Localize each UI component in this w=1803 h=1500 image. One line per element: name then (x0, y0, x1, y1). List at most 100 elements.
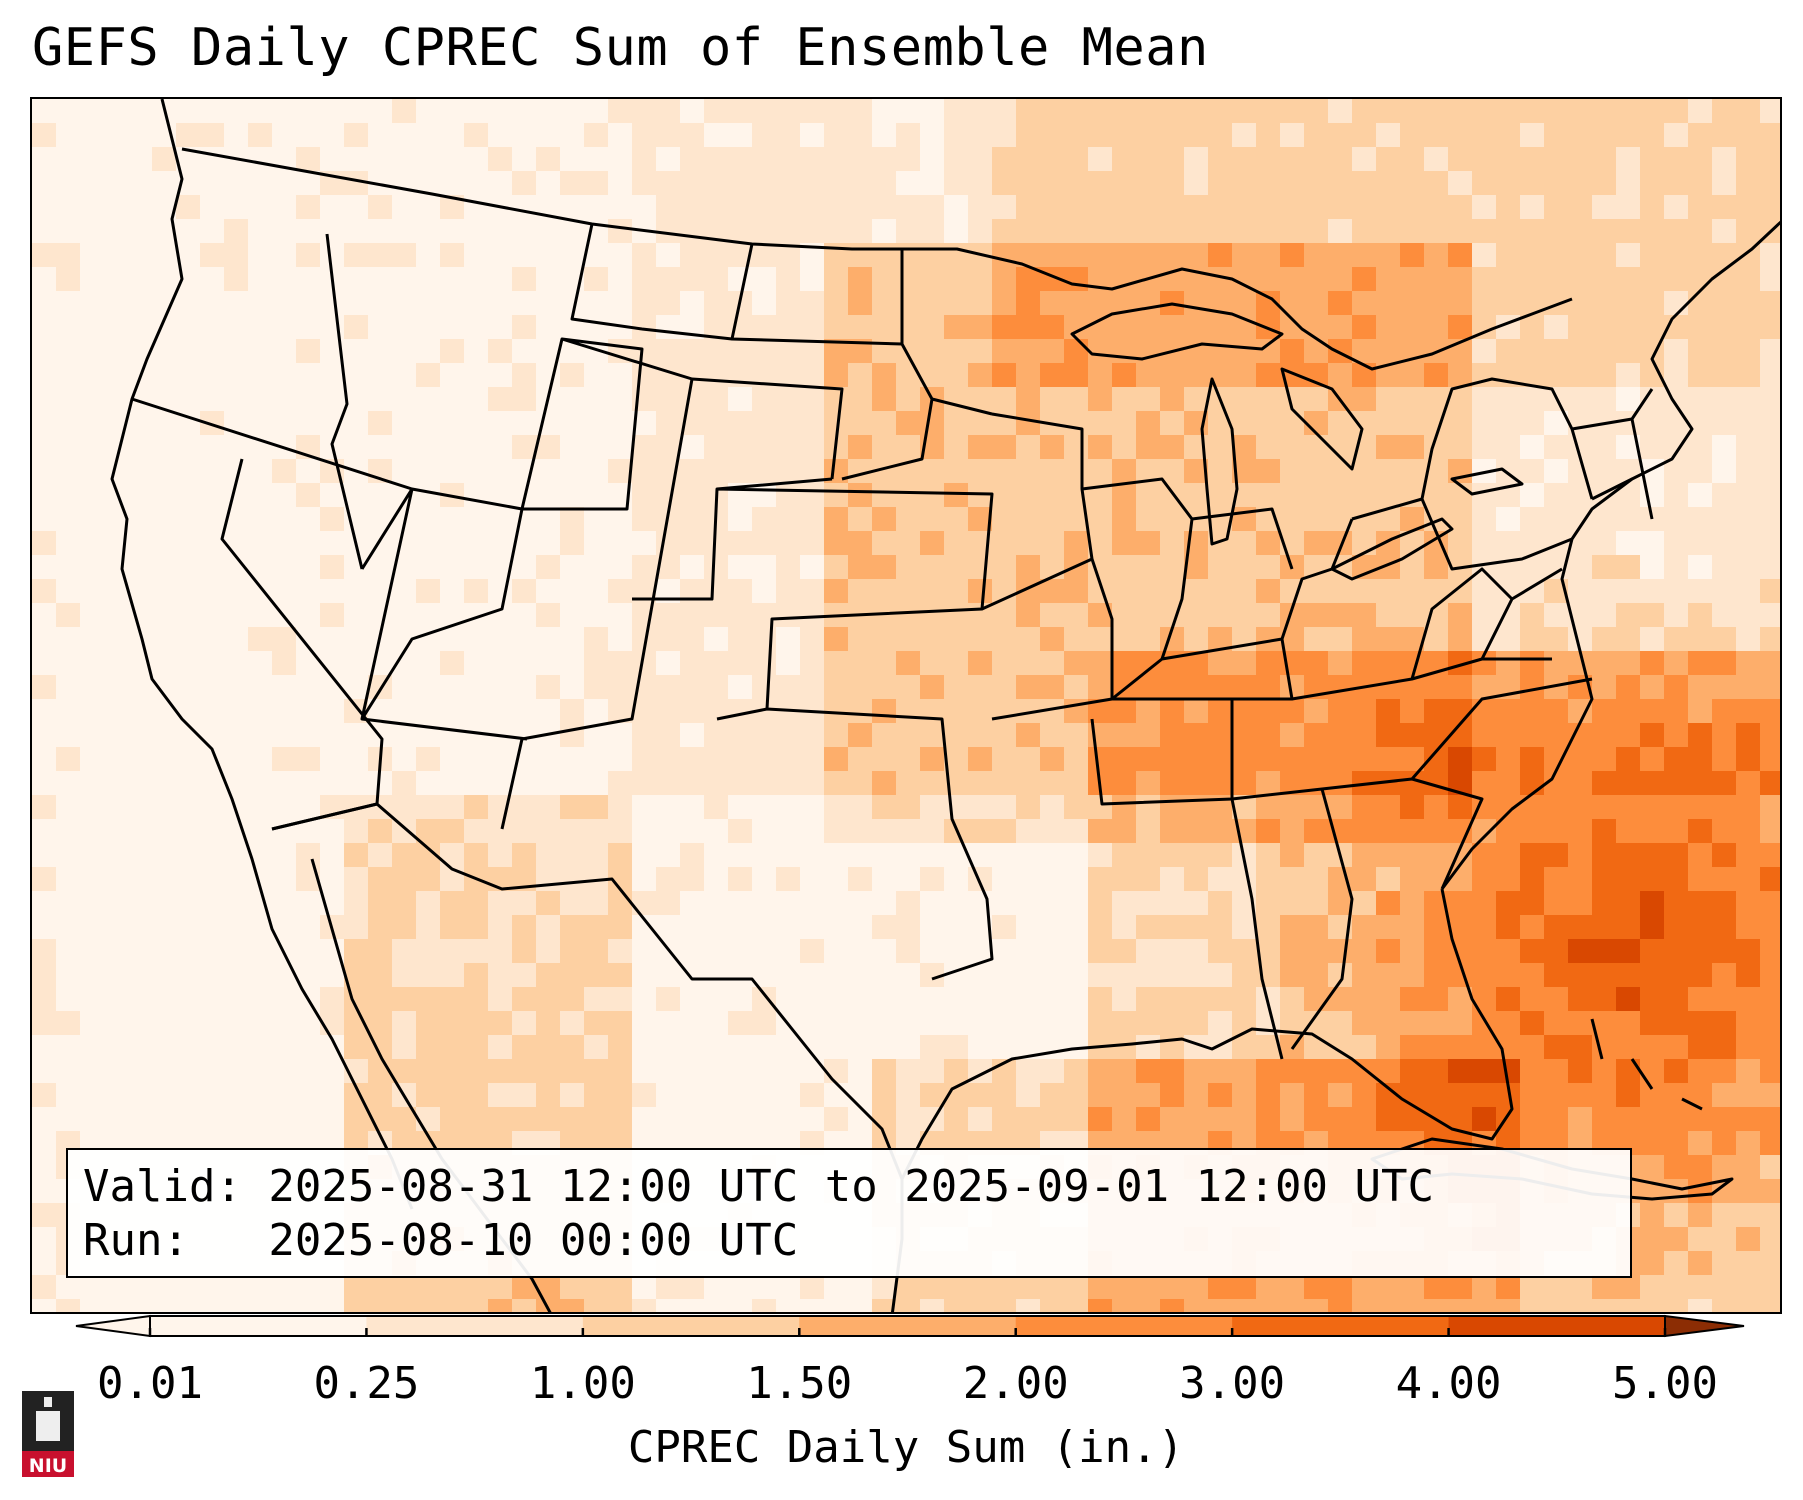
precip-cell (152, 1059, 177, 1084)
precip-cell (1448, 1299, 1473, 1312)
precip-cell (752, 459, 777, 484)
precip-cell (392, 891, 417, 916)
precip-cell (608, 1107, 633, 1132)
precip-cell (1064, 1011, 1089, 1036)
precip-cell (824, 627, 849, 652)
precip-cell (104, 1275, 129, 1300)
precip-cell (1688, 867, 1713, 892)
precip-cell (824, 795, 849, 820)
precip-cell (1712, 723, 1737, 748)
precip-cell (1736, 579, 1761, 604)
precip-cell (1520, 867, 1545, 892)
precip-cell (728, 651, 753, 676)
precip-cell (128, 147, 153, 172)
precip-cell (1160, 915, 1185, 940)
precip-cell (1520, 387, 1545, 412)
precip-cell (1448, 123, 1473, 148)
precip-cell (128, 891, 153, 916)
precip-cell (680, 867, 705, 892)
precip-cell (800, 99, 825, 124)
precip-cell (1160, 99, 1185, 124)
precip-cell (824, 579, 849, 604)
precip-cell (1208, 651, 1233, 676)
precip-cell (1232, 651, 1257, 676)
precip-cell (1448, 531, 1473, 556)
precip-cell (1304, 483, 1329, 508)
precip-cell (680, 531, 705, 556)
precip-cell (392, 1275, 417, 1300)
precip-cell (1400, 411, 1425, 436)
precip-cell (1520, 123, 1545, 148)
precip-cell (1064, 363, 1089, 388)
precip-cell (1304, 315, 1329, 340)
precip-cell (176, 483, 201, 508)
precip-cell (704, 915, 729, 940)
precip-cell (1712, 1059, 1737, 1084)
precip-cell (1520, 1275, 1545, 1300)
precip-cell (536, 771, 561, 796)
precip-cell (680, 483, 705, 508)
precip-cell (1424, 987, 1449, 1012)
precip-cell (416, 987, 441, 1012)
precip-cell (968, 387, 993, 412)
precip-cell (440, 171, 465, 196)
precip-cell (1232, 987, 1257, 1012)
precip-cell (1640, 699, 1665, 724)
precip-cell (920, 123, 945, 148)
precip-cell (752, 1107, 777, 1132)
precip-cell (1712, 867, 1737, 892)
precip-cell (512, 1011, 537, 1036)
precip-cell (416, 459, 441, 484)
precip-cell (1760, 747, 1780, 772)
precip-cell (1160, 195, 1185, 220)
precip-cell (32, 723, 57, 748)
precip-cell (1256, 1275, 1281, 1300)
precip-cell (80, 1083, 105, 1108)
precip-cell (272, 363, 297, 388)
precip-cell (224, 987, 249, 1012)
precip-cell (1016, 603, 1041, 628)
precip-cell (1664, 1227, 1689, 1252)
precip-cell (1712, 1035, 1737, 1060)
precip-cell (1640, 123, 1665, 148)
precip-cell (1232, 123, 1257, 148)
precip-cell (200, 339, 225, 364)
precip-cell (296, 1035, 321, 1060)
precip-cell (296, 747, 321, 772)
precip-cell (1760, 291, 1780, 316)
precip-cell (896, 99, 921, 124)
precip-cell (1256, 1107, 1281, 1132)
precip-cell (608, 963, 633, 988)
precip-cell (248, 219, 273, 244)
precip-cell (1640, 219, 1665, 244)
precip-cell (1112, 387, 1137, 412)
precip-cell (32, 699, 57, 724)
precip-cell (1208, 243, 1233, 268)
precip-cell (464, 219, 489, 244)
precip-cell (752, 915, 777, 940)
precip-cell (1160, 219, 1185, 244)
precip-cell (776, 267, 801, 292)
precip-cell (1040, 1011, 1065, 1036)
precip-cell (728, 1059, 753, 1084)
precip-cell (1016, 795, 1041, 820)
precip-cell (1760, 363, 1780, 388)
precip-cell (56, 603, 81, 628)
precip-cell (1592, 123, 1617, 148)
precip-cell (296, 363, 321, 388)
precip-cell (1592, 315, 1617, 340)
precip-cell (152, 771, 177, 796)
precip-cell (1688, 147, 1713, 172)
precip-cell (680, 435, 705, 460)
precip-cell (1064, 1275, 1089, 1300)
precip-cell (704, 819, 729, 844)
precip-cell (656, 891, 681, 916)
precip-cell (1520, 1011, 1545, 1036)
precip-cell (1208, 459, 1233, 484)
precip-cell (1664, 1155, 1689, 1180)
precip-cell (1112, 723, 1137, 748)
precip-cell (1712, 363, 1737, 388)
precip-cell (848, 171, 873, 196)
precip-cell (1136, 795, 1161, 820)
precip-cell (848, 363, 873, 388)
